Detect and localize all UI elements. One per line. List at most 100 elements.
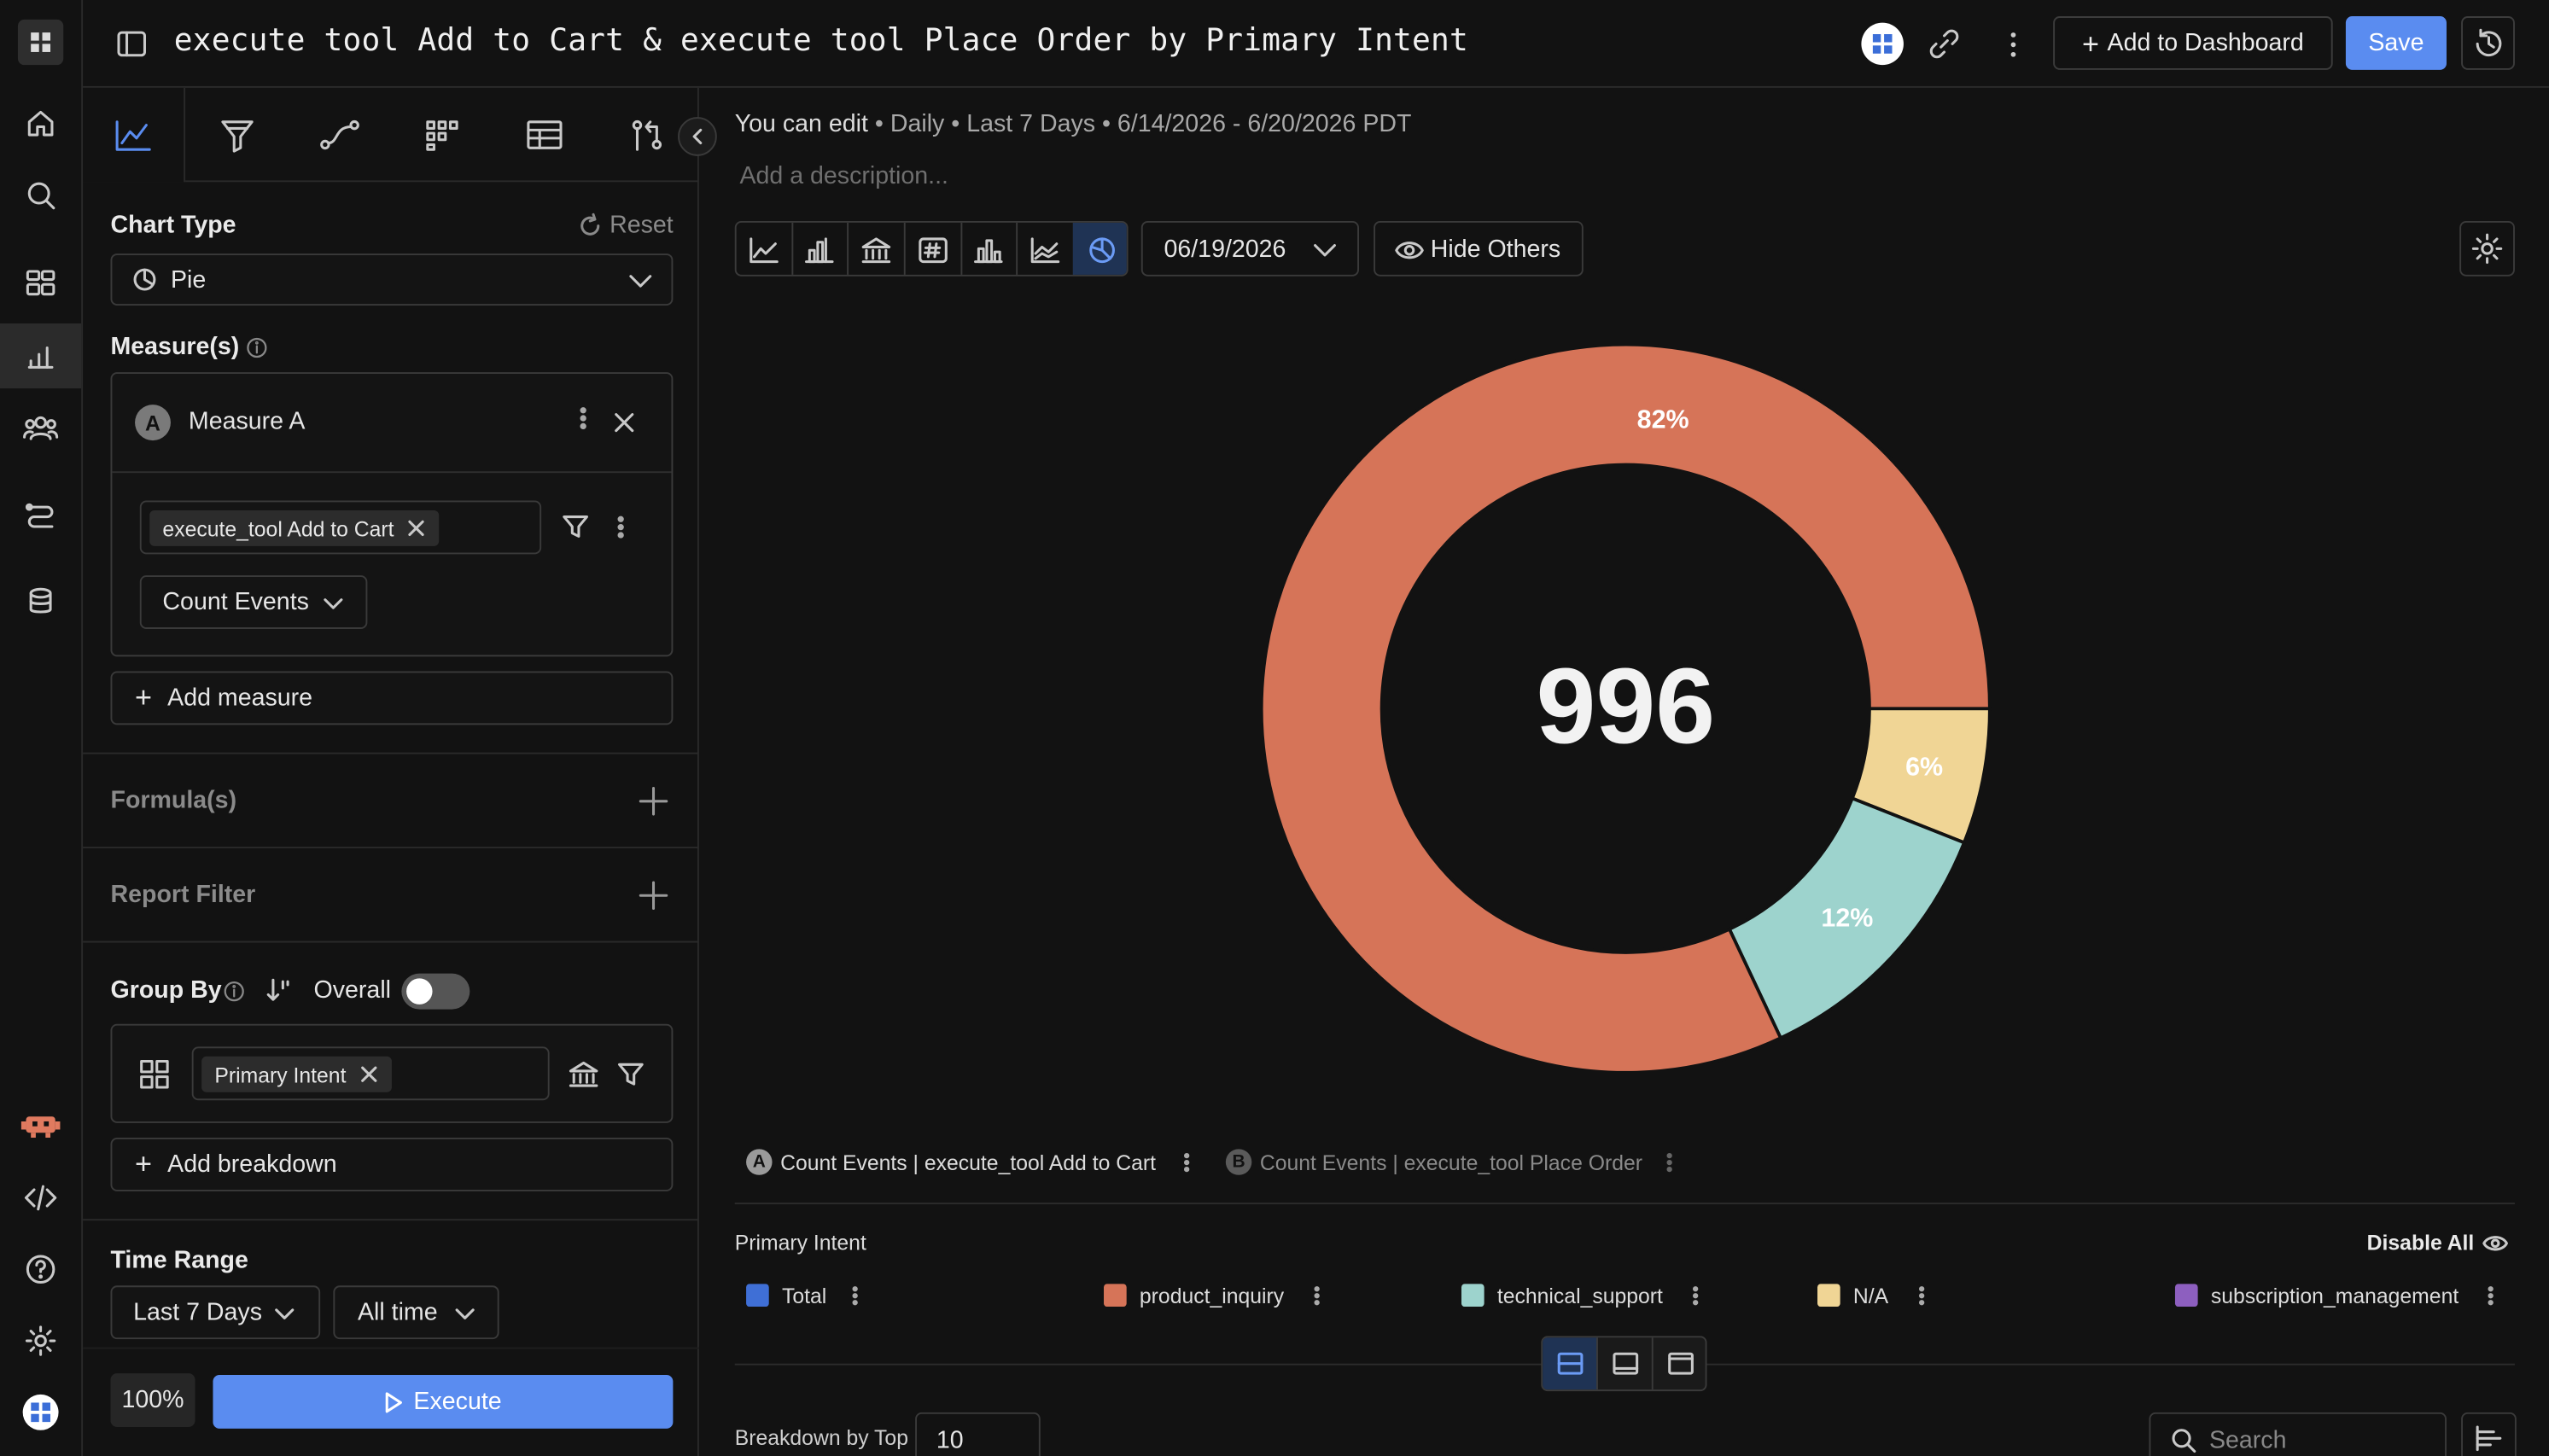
metric-icon[interactable] xyxy=(906,222,963,275)
table-search-input[interactable]: Search xyxy=(2149,1412,2447,1456)
owner-avatar[interactable] xyxy=(1861,22,1904,66)
measure-a-menu-icon[interactable]: ••• xyxy=(1175,1152,1199,1174)
more-options-icon[interactable] xyxy=(1998,26,2027,61)
info-icon[interactable] xyxy=(223,980,246,1003)
donut-chart[interactable]: 6% 12% 82% 996 xyxy=(1235,318,2015,1098)
sort-icon[interactable] xyxy=(266,976,292,1002)
tab-table[interactable] xyxy=(493,88,595,182)
search-icon[interactable] xyxy=(0,162,81,227)
split-layout-icon[interactable] xyxy=(1543,1337,1598,1390)
compare-range-dropdown[interactable]: All time xyxy=(333,1285,499,1340)
tab-funnel[interactable] xyxy=(185,88,288,182)
chart-mode-tabs xyxy=(83,87,699,183)
add-measure-label: Add measure xyxy=(167,684,313,713)
collapse-panel-chevron-icon[interactable] xyxy=(678,117,717,156)
legend-menu-icon[interactable]: ••• xyxy=(1910,1285,1934,1307)
filter-icon[interactable] xyxy=(561,514,590,539)
add-filter-plus-icon[interactable] xyxy=(639,881,668,911)
tab-retention[interactable] xyxy=(390,88,493,182)
dashboards-icon[interactable] xyxy=(0,250,81,315)
bank-icon[interactable] xyxy=(569,1061,598,1087)
measure-legend-b[interactable]: B Count Events | execute_tool Place Orde… xyxy=(1225,1147,1642,1176)
help-icon[interactable] xyxy=(0,1237,81,1302)
add-measure-button[interactable]: + Add measure xyxy=(110,671,674,725)
reports-icon[interactable] xyxy=(0,323,82,389)
breakdown-chip[interactable]: Primary Intent xyxy=(201,1056,392,1092)
event-menu-icon[interactable]: ••• xyxy=(608,515,634,539)
event-selector[interactable]: execute_tool Add to Cart xyxy=(139,500,542,555)
chevron-down-icon xyxy=(275,1308,295,1319)
measure-menu-icon[interactable]: ••• xyxy=(570,406,597,431)
pie-slice-label: 82% xyxy=(1637,405,1689,434)
apps-grid-icon[interactable] xyxy=(0,9,81,74)
measure-legend-a[interactable]: A Count Events | execute_tool Add to Car… xyxy=(746,1147,1156,1176)
tab-compare[interactable] xyxy=(595,88,697,182)
tab-flows[interactable] xyxy=(288,88,390,182)
overall-toggle[interactable] xyxy=(401,973,470,1010)
breakdown-grid-icon xyxy=(140,1059,169,1089)
chart-settings-gear-icon[interactable] xyxy=(2459,220,2515,277)
legend-menu-icon[interactable]: ••• xyxy=(1305,1285,1328,1307)
column-chart-icon[interactable] xyxy=(960,222,1018,275)
legend-item-total[interactable]: Total xyxy=(746,1281,826,1310)
add-breakdown-button[interactable]: + Add breakdown xyxy=(110,1138,674,1191)
filter-icon[interactable] xyxy=(616,1062,645,1087)
sidebar-toggle-icon[interactable] xyxy=(115,27,148,60)
event-chip[interactable]: execute_tool Add to Cart xyxy=(149,510,440,546)
add-to-dashboard-button[interactable]: + Add to Dashboard xyxy=(2053,16,2333,70)
breakdown-selector[interactable]: Primary Intent xyxy=(191,1046,550,1101)
chart-type-select[interactable]: Pie xyxy=(110,253,674,306)
breakdown-top-input[interactable]: 10 xyxy=(915,1412,1041,1456)
remove-breakdown-close-icon[interactable] xyxy=(359,1064,379,1084)
link-icon[interactable] xyxy=(1927,27,1963,60)
measure-name[interactable]: Measure A xyxy=(188,407,306,436)
line-chart-icon[interactable] xyxy=(737,222,794,275)
legend-item-product-inquiry[interactable]: product_inquiry xyxy=(1104,1281,1284,1310)
code-icon[interactable] xyxy=(0,1165,81,1230)
legend-item-na[interactable]: N/A xyxy=(1817,1281,1888,1310)
users-icon[interactable] xyxy=(0,395,81,460)
hide-others-button[interactable]: Hide Others xyxy=(1374,220,1584,277)
report-title[interactable]: execute tool Add to Cart & execute tool … xyxy=(173,22,1468,59)
save-label: Save xyxy=(2368,29,2424,57)
remove-event-close-icon[interactable] xyxy=(407,518,427,538)
bar-chart-icon[interactable] xyxy=(791,222,849,275)
description-input[interactable]: Add a description... xyxy=(739,162,949,190)
legend-menu-icon[interactable]: ••• xyxy=(2479,1285,2502,1307)
time-range-dropdown[interactable]: Last 7 Days xyxy=(110,1285,321,1340)
measure-b-badge: B xyxy=(1225,1149,1252,1175)
execute-button[interactable]: Execute xyxy=(213,1375,674,1429)
chart-only-layout-icon[interactable] xyxy=(1598,1337,1654,1390)
pie-slice-product-inquiry[interactable] xyxy=(1259,342,1992,1075)
robot-icon[interactable] xyxy=(0,1092,81,1157)
legend-item-subscription-management[interactable]: subscription_management xyxy=(2174,1281,2459,1310)
table-only-layout-icon[interactable] xyxy=(1654,1337,1706,1389)
legend-menu-icon[interactable]: ••• xyxy=(1683,1285,1707,1307)
pie-chart-icon[interactable] xyxy=(1072,222,1127,275)
add-formula-plus-icon[interactable] xyxy=(639,787,668,816)
legend-item-technical-support[interactable]: technical_support xyxy=(1461,1281,1663,1310)
remove-measure-close-icon[interactable] xyxy=(613,411,636,434)
zoom-level[interactable]: 100% xyxy=(110,1373,195,1427)
column-settings-icon[interactable] xyxy=(2461,1412,2517,1456)
tab-segmentation[interactable] xyxy=(83,87,186,183)
home-icon[interactable] xyxy=(0,91,81,156)
measure-b-menu-icon[interactable]: ••• xyxy=(1658,1152,1682,1174)
event-chip-label: execute_tool Add to Cart xyxy=(162,515,394,541)
area-chart-icon[interactable] xyxy=(1018,222,1075,275)
stacked-bar-icon[interactable] xyxy=(849,222,906,275)
date-dropdown[interactable]: 06/19/2026 xyxy=(1140,220,1359,277)
history-icon[interactable] xyxy=(2461,16,2515,70)
legend-menu-icon[interactable]: ••• xyxy=(843,1285,866,1307)
info-icon[interactable] xyxy=(246,336,269,359)
add-to-dashboard-label: Add to Dashboard xyxy=(2107,29,2304,57)
count-events-dropdown[interactable]: Count Events xyxy=(139,575,368,629)
disable-all-button[interactable]: Disable All xyxy=(2367,1231,2509,1255)
save-button[interactable]: Save xyxy=(2345,16,2447,70)
settings-gear-icon[interactable] xyxy=(0,1308,81,1373)
journeys-icon[interactable] xyxy=(0,483,81,548)
measures-label: Measure(s) xyxy=(110,333,240,361)
data-icon[interactable] xyxy=(0,569,81,634)
reset-button[interactable]: Reset xyxy=(577,212,674,239)
avatar[interactable] xyxy=(0,1380,81,1445)
